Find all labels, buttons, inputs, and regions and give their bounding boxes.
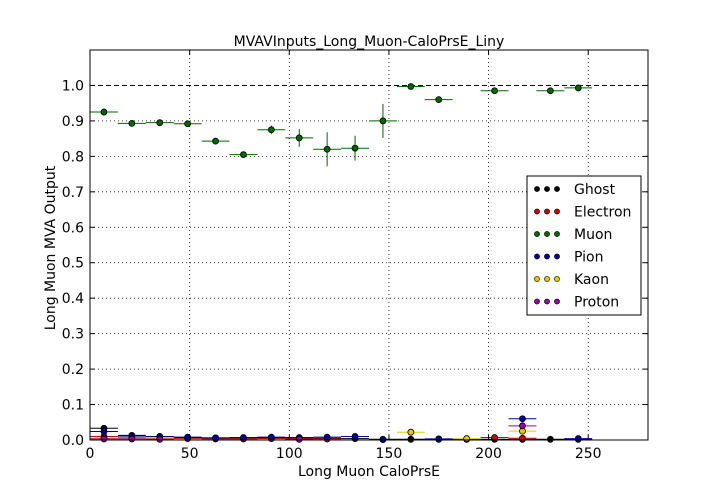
x-tick-label: 100 [276,446,303,462]
legend-marker [554,208,560,215]
data-point [574,435,582,442]
data-point [435,96,443,104]
data-point [128,119,136,127]
legend-label: Pion [574,250,603,266]
data-point [323,433,331,441]
data-point [323,145,331,153]
legend-marker [544,208,550,215]
data-point [100,428,108,435]
data-point [351,144,359,152]
data-point [546,435,554,443]
data-point [463,435,471,442]
y-tick-label: 0.7 [62,185,84,201]
data-point [240,151,247,158]
y-axis-label: Long Muon MVA Output [43,165,59,330]
legend-box [526,175,642,316]
data-point [407,435,415,443]
data-point [156,435,164,443]
data-point [519,422,526,430]
legend-label: Muon [574,227,612,243]
data-point [295,134,303,142]
data-point [519,415,526,423]
data-point [212,137,219,145]
y-tick-label: 0.1 [62,398,84,414]
y-tick-label: 0.5 [62,256,84,272]
x-tick-label: 50 [181,446,199,462]
y-tick-label: 0.9 [62,114,84,130]
legend-marker [544,186,550,192]
data-marks [90,83,593,444]
x-tick-label: 200 [475,446,502,462]
data-point [295,435,303,443]
data-point [100,108,108,116]
legend-marker [554,186,560,192]
data-point [407,83,415,90]
legend-label: Ghost [574,182,616,198]
legend-label: Proton [574,295,619,311]
y-tick-label: 0.6 [62,220,84,236]
y-tick-label: 0.2 [62,362,84,378]
legend-marker [534,253,540,260]
legend: Ghost Electron Muon Pion Kaon Proton [526,175,642,316]
data-point [100,435,108,443]
data-point [574,84,582,92]
legend-marker [544,276,550,282]
data-point [128,435,136,443]
legend-label: Electron [574,205,631,221]
legend-marker [534,231,540,237]
y-tick-label: 0.4 [62,291,84,307]
legend-marker [544,298,550,305]
x-axis: 0 50 100 150 200 250 [86,50,602,462]
legend-marker [554,276,560,282]
data-point [407,428,415,436]
series-muon [90,83,593,167]
data-point [267,433,275,441]
x-tick-label: 150 [376,446,403,462]
y-tick-label: 1.0 [62,78,84,94]
x-tick-label: 250 [575,446,602,462]
legend-label: Kaon [574,272,609,288]
y-axis: 0.0 0.1 0.2 0.3 0.4 0.5 0.6 0.7 0.8 0.9 1.0 [62,78,648,449]
legend-marker [534,298,540,305]
data-point [351,433,359,440]
y-tick-label: 0.0 [62,433,84,449]
data-point [491,87,498,95]
legend-marker [534,186,540,192]
x-axis-label: Long Muon CaloPrsE [298,464,440,480]
data-point [240,434,247,441]
y-tick-label: 0.3 [62,327,84,343]
legend-marker [544,231,550,237]
y-tick-label: 0.8 [62,149,84,165]
legend-marker [534,208,540,215]
data-point [546,87,554,95]
plot-frame [89,49,649,441]
x-tick-label: 0 [86,446,95,462]
legend-marker [554,253,560,260]
data-point [212,434,219,442]
legend-marker [534,276,540,282]
data-point [379,117,387,125]
data-point [156,119,164,127]
data-point [267,126,275,134]
legend-marker [544,253,550,260]
data-point [184,120,192,128]
chart-title: MVAVInputs_Long_Muon-CaloPrsE_Liny [234,34,505,50]
legend-marker [554,298,560,305]
data-point [435,435,443,443]
legend-marker [554,231,560,237]
data-point [491,434,498,441]
